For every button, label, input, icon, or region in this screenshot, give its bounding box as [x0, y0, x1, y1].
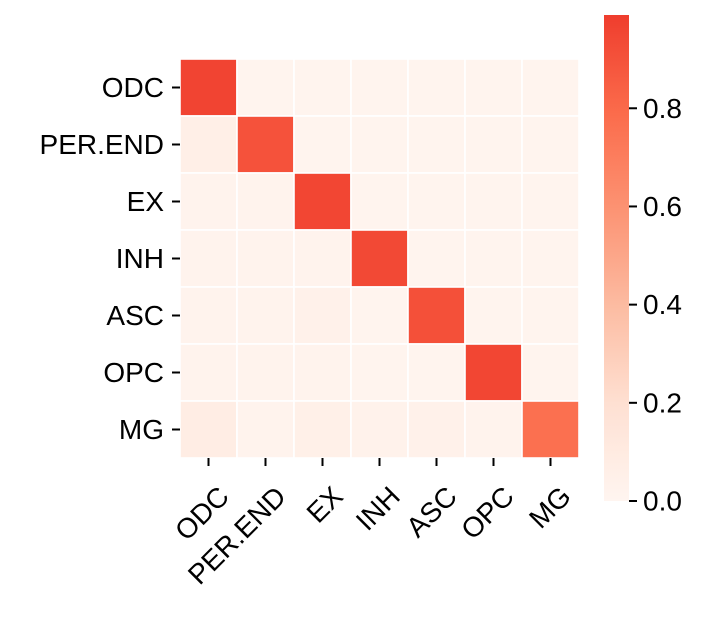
heatmap-cell — [407, 58, 466, 117]
heatmap-cell — [236, 286, 295, 345]
y-axis: ODC PER.END EX INH ASC OPC MG — [40, 72, 180, 445]
heatmap-cell — [521, 58, 580, 117]
heatmap-cell — [407, 172, 466, 231]
heatmap-cell — [350, 400, 409, 459]
heatmap-cell — [236, 172, 295, 231]
heatmap-cell — [293, 229, 352, 288]
heatmap-cell — [464, 343, 523, 402]
colorbar-tick-label: 0.4 — [643, 289, 682, 320]
heatmap-cell — [407, 286, 466, 345]
heatmap-cell — [179, 115, 238, 174]
y-tick-label: OPC — [103, 357, 164, 388]
heatmap-cell — [179, 286, 238, 345]
heatmap-cell — [521, 229, 580, 288]
x-tick-label: MG — [523, 480, 577, 534]
heatmap-cell — [350, 229, 409, 288]
heatmap-cell — [236, 343, 295, 402]
heatmap-cell — [464, 172, 523, 231]
heatmap-cell — [293, 400, 352, 459]
heatmap-cell — [350, 286, 409, 345]
heatmap-cell — [464, 58, 523, 117]
heatmap-cell — [293, 115, 352, 174]
heatmap-cell — [521, 286, 580, 345]
heatmap-cell — [179, 58, 238, 117]
heatmap-cell — [521, 343, 580, 402]
heatmap-cell — [293, 172, 352, 231]
x-tick-label: ASC — [400, 480, 463, 543]
x-tick-label: EX — [301, 480, 350, 529]
heatmap-cell — [521, 172, 580, 231]
heatmap-cell — [407, 229, 466, 288]
heatmap-cell — [236, 115, 295, 174]
heatmap-cell — [407, 343, 466, 402]
heatmap-cell — [521, 400, 580, 459]
heatmap-cell — [464, 115, 523, 174]
heatmap-cell — [179, 400, 238, 459]
heatmap-cell — [179, 343, 238, 402]
heatmap-cell — [350, 343, 409, 402]
heatmap-cell — [521, 115, 580, 174]
y-tick-label: MG — [119, 414, 164, 445]
heatmap-cell — [350, 58, 409, 117]
heatmap-cell — [236, 229, 295, 288]
heatmap-cell — [179, 172, 238, 231]
colorbar-gradient — [604, 15, 629, 501]
y-tick-label: ASC — [106, 300, 164, 331]
colorbar-ticks: 0.0 0.2 0.4 0.6 0.8 — [629, 93, 682, 517]
heatmap-cell — [293, 286, 352, 345]
heatmap-cell — [350, 172, 409, 231]
heatmap-cell — [407, 115, 466, 174]
colorbar-tick-label: 0.2 — [643, 387, 682, 418]
heatmap-cell — [179, 229, 238, 288]
colorbar: 0.0 0.2 0.4 0.6 0.8 — [604, 15, 682, 517]
heatmap-cell — [464, 400, 523, 459]
heatmap-cell — [236, 58, 295, 117]
colorbar-tick-label: 0.6 — [643, 191, 682, 222]
y-tick-label: EX — [127, 186, 165, 217]
heatmap-cell — [293, 343, 352, 402]
x-tick-label: OPC — [455, 480, 520, 545]
x-tick-label: INH — [350, 480, 406, 536]
y-tick-label: ODC — [102, 72, 164, 103]
y-tick-label: PER.END — [40, 129, 164, 160]
y-tick-label: INH — [116, 243, 164, 274]
heatmap-cell — [464, 286, 523, 345]
heatmap-cells — [179, 58, 580, 459]
heatmap-cell — [236, 400, 295, 459]
colorbar-tick-label: 0.0 — [643, 486, 682, 517]
heatmap-cell — [407, 400, 466, 459]
heatmap-cell — [464, 229, 523, 288]
colorbar-tick-label: 0.8 — [643, 93, 682, 124]
heatmap-cell — [350, 115, 409, 174]
heatmap-cell — [293, 58, 352, 117]
